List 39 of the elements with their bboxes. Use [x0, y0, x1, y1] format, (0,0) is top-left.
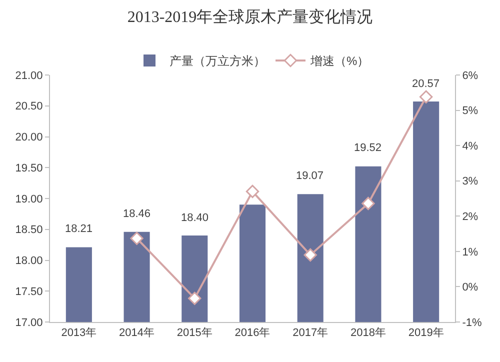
data-label: 20.57 [412, 78, 440, 90]
y-tick-label: 18.50 [15, 224, 43, 236]
y2-tick-label: 6% [462, 70, 478, 82]
y2-tick-label: 1% [462, 246, 478, 258]
data-label: 18.21 [65, 223, 93, 235]
y2-tick-label: 4% [462, 140, 478, 152]
x-tick-label: 2018年 [350, 327, 386, 340]
legend-label: 产量（万立方米） [170, 54, 266, 68]
data-label: 18.40 [181, 212, 209, 224]
y2-tick-label: 2% [462, 210, 478, 223]
data-label: 19.07 [296, 170, 324, 182]
y2-tick-label: -1% [462, 316, 482, 329]
y2-tick-label: 5% [462, 105, 478, 118]
point [130, 232, 144, 245]
point [246, 184, 260, 198]
point [419, 90, 433, 104]
x-tick-label: 2017年 [292, 327, 328, 340]
y2-tick-label: 0% [462, 282, 478, 294]
y-tick-label: 20.50 [15, 100, 43, 113]
y-tick-label: 19.00 [15, 193, 43, 206]
legend-label: 增速（%） [310, 54, 370, 68]
x-tick-label: 2016年 [234, 327, 270, 340]
x-tick-label: 2013年 [61, 327, 97, 340]
x-tick-label: 2014年 [119, 327, 155, 340]
x-tick-label: 2019年 [408, 327, 444, 340]
y-tick-label: 20.00 [15, 132, 43, 144]
chart-title: 2013-2019年全球原木产量变化情况 [127, 8, 373, 26]
y-tick-label: 17.50 [15, 286, 43, 298]
point [362, 196, 375, 210]
y-tick-label: 21.00 [15, 70, 43, 82]
y-tick-label: 18.00 [15, 255, 43, 268]
point [304, 248, 317, 262]
y-tick-label: 17.00 [15, 316, 43, 329]
data-label: 18.46 [123, 208, 151, 220]
y2-tick-label: 3% [462, 176, 478, 188]
data-label: 19.52 [354, 142, 382, 154]
y-tick-label: 19.50 [15, 162, 43, 174]
point [188, 292, 202, 305]
x-tick-label: 2015年 [176, 327, 212, 340]
